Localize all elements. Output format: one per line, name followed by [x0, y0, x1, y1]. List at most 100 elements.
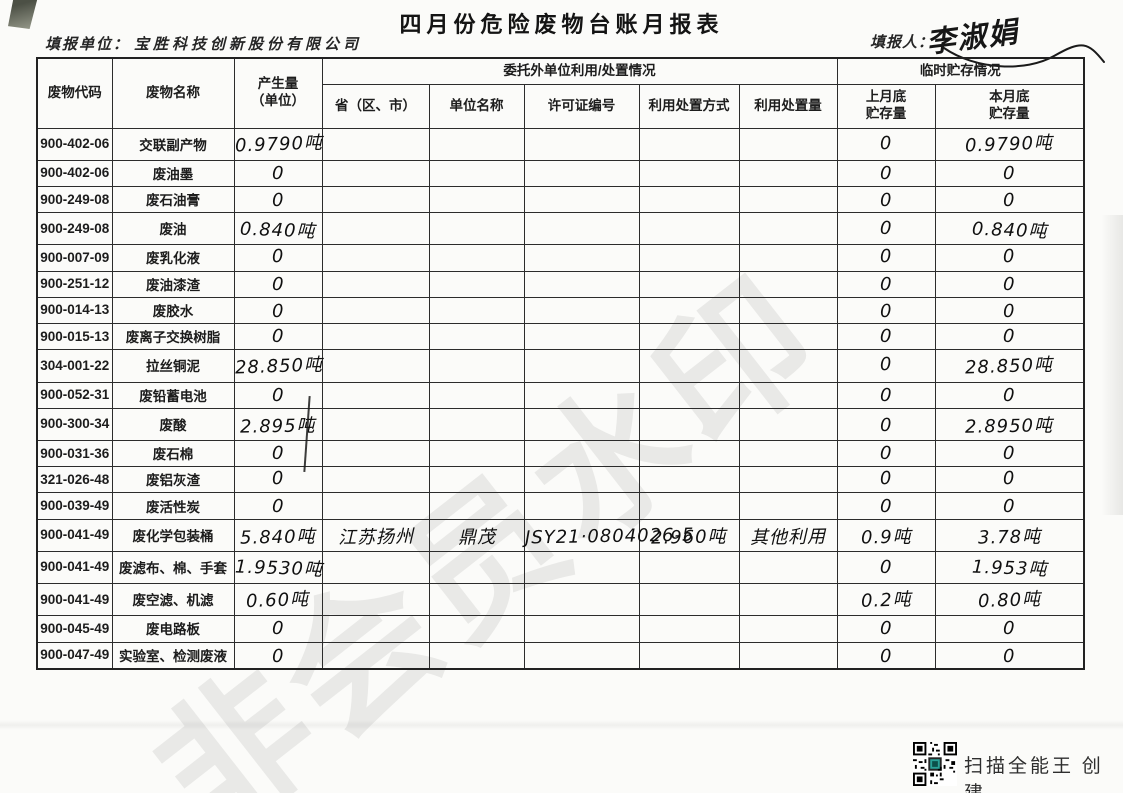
waste-name-cell: 交联副产物: [139, 137, 207, 153]
waste-name-cell: 废乳化液: [146, 251, 200, 267]
waste-name-cell: 废酸: [159, 417, 187, 433]
production-cell: 0: [271, 645, 285, 667]
header-this-month: 本月底 贮存量: [934, 83, 1085, 129]
production-cell: 5.840吨: [240, 526, 316, 549]
this-month-cell: 28.850吨: [964, 354, 1054, 379]
this-month-cell: 2.8950吨: [965, 415, 1054, 439]
unit-name-cell: 鼎茂: [457, 526, 496, 549]
table-row: 900-402-06 交联副产物 0.9790吨 0 0.9790吨: [36, 127, 1085, 161]
this-month-cell: 0.9790吨: [964, 132, 1054, 157]
production-cell: 0: [271, 189, 285, 212]
waste-code-cell: 321-026-48: [40, 471, 110, 487]
waste-code-cell: 900-041-49: [40, 559, 110, 575]
waste-name-cell: 废铝灰渣: [146, 473, 200, 489]
method-cell: 2.960吨: [651, 526, 727, 549]
production-cell: 0: [271, 325, 285, 348]
waste-name-cell: 废铅蓄电池: [139, 388, 207, 404]
production-cell: 28.850吨: [234, 354, 323, 379]
production-cell: 0: [271, 300, 285, 323]
table-row: 900-015-13 废离子交换树脂 0 0 0: [36, 323, 1085, 351]
header-production: 产生量 （单位）: [233, 57, 323, 129]
table-row: 900-249-08 废油 0.840吨 0 0.840吨: [36, 212, 1085, 246]
production-cell: 0: [271, 162, 285, 184]
table-row: 900-041-49 废空滤、机滤 0.60吨 0.2吨 0.80吨: [36, 583, 1085, 617]
production-cell: 0: [271, 442, 285, 465]
waste-code-cell: 304-001-22: [40, 357, 110, 373]
waste-name-cell: 废石棉: [152, 447, 194, 463]
last-month-cell: 0: [879, 273, 893, 295]
production-cell: 0: [271, 468, 285, 490]
production-cell: 0: [271, 384, 285, 406]
waste-name-cell: 废滤布、棉、手套: [119, 560, 227, 576]
table-row: 900-041-49 废化学包装桶 5.840吨 江苏扬州 鼎茂 JSY21·0…: [36, 518, 1085, 552]
table-row: 900-041-49 废滤布、棉、手套 1.9530吨 0 1.953吨: [36, 550, 1085, 585]
waste-name-cell: 拉丝铜泥: [146, 359, 200, 375]
this-month-cell: 0: [1002, 645, 1016, 667]
header-amount: 利用处置量: [738, 83, 838, 129]
waste-name-cell: 废活性炭: [146, 499, 200, 515]
this-month-cell: 0: [1002, 162, 1016, 184]
waste-code-cell: 900-402-06: [40, 165, 110, 181]
table-row: 900-014-13 废胶水 0 0 0: [36, 296, 1085, 325]
production-cell: 0.840吨: [239, 218, 317, 243]
waste-code-cell: 900-039-49: [40, 498, 110, 514]
last-month-cell: 0: [879, 132, 893, 154]
reporting-unit-line: 填报单位： 宝胜科技创新股份有限公司: [45, 33, 362, 54]
waste-code-cell: 900-249-08: [40, 191, 110, 207]
table-row: 900-251-12 废油漆渣 0 0 0: [36, 270, 1085, 298]
last-month-cell: 0: [879, 189, 893, 212]
last-month-cell: 0: [879, 325, 893, 348]
waste-ledger-table: 废物代码 废物名称 产生量 （单位） 委托外单位利用/处置情况 临时贮存情况 省…: [36, 57, 1086, 670]
waste-name-cell: 废离子交换树脂: [125, 330, 221, 346]
last-month-cell: 0: [879, 414, 893, 436]
waste-code-cell: 900-015-13: [40, 328, 110, 344]
waste-name-cell: 实验室、检测废液: [119, 648, 227, 664]
qr-code: [913, 742, 957, 786]
this-month-cell: 0: [1002, 273, 1016, 295]
this-month-cell: 0: [1002, 468, 1016, 490]
waste-code-cell: 900-031-36: [40, 445, 110, 461]
document-title: 四月份危险废物台账月报表: [399, 12, 724, 37]
last-month-cell: 0: [879, 645, 893, 667]
scan-edge-shadow: [1101, 215, 1123, 515]
table-row: 900-402-06 废油墨 0 0 0: [36, 159, 1085, 187]
header-province: 省（区、市）: [321, 83, 430, 129]
table-row: 900-300-34 废酸 2.895吨 0 2.8950吨: [36, 407, 1085, 441]
table-row: 900-045-49 废电路板 0 0 0: [36, 615, 1085, 643]
header-storage-group: 临时贮存情况: [836, 57, 1085, 85]
waste-name-cell: 废空滤、机滤: [132, 593, 214, 609]
waste-code-cell: 900-047-49: [40, 647, 110, 663]
table-row: 900-031-36 废石棉 0 0 0: [36, 439, 1085, 468]
waste-code-cell: 900-041-49: [40, 591, 110, 607]
table-row: 304-001-22 拉丝铜泥 28.850吨 0 28.850吨: [36, 349, 1085, 383]
header-unit-name: 单位名称: [428, 83, 525, 129]
production-cell: 0.60吨: [246, 588, 310, 612]
this-month-cell: 0: [1002, 246, 1016, 268]
header-last-month: 上月底 贮存量: [836, 83, 936, 129]
last-month-cell: 0: [879, 468, 893, 490]
production-cell: 0: [271, 618, 285, 640]
header-entrust-group: 委托外单位利用/处置情况: [321, 57, 838, 85]
waste-name-cell: 废电路板: [146, 622, 200, 638]
this-month-cell: 0: [1002, 618, 1016, 640]
this-month-cell: 0: [1002, 384, 1016, 406]
waste-name-cell: 废油: [159, 222, 187, 238]
waste-code-cell: 900-249-08: [40, 220, 110, 236]
this-month-cell: 0: [1002, 300, 1016, 323]
reporter-label: 填报人：: [870, 35, 935, 51]
last-month-cell: 0.9吨: [860, 526, 912, 549]
reporting-unit-value: 宝胜科技创新股份有限公司: [134, 37, 363, 53]
this-month-cell: 0.80吨: [977, 588, 1042, 612]
production-cell: 0.9790吨: [234, 132, 323, 157]
waste-name-cell: 废油漆渣: [146, 277, 200, 293]
last-month-cell: 0: [879, 218, 893, 240]
province-cell: 江苏扬州: [337, 526, 414, 549]
table-row: 900-039-49 废活性炭 0 0 0: [36, 492, 1085, 520]
production-cell: 0: [271, 273, 285, 295]
waste-code-cell: 900-300-34: [40, 416, 110, 432]
table-row: 900-007-09 废乳化液 0 0 0: [36, 244, 1085, 272]
last-month-cell: 0: [879, 442, 893, 465]
this-month-cell: 0: [1002, 495, 1016, 517]
this-month-cell: 1.953吨: [971, 557, 1048, 581]
